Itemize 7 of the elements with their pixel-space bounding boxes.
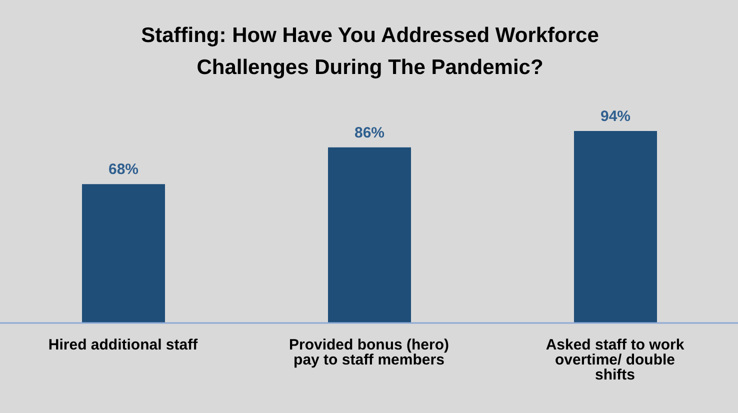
data-label: 68% <box>108 161 139 178</box>
x-tick-label: Hired additional staff <box>48 336 199 354</box>
x-tick-label: Asked staff to work overtime/ double shifts <box>546 336 685 384</box>
x-tick-label: Provided bonus (hero) pay to staff members <box>288 336 450 369</box>
data-label: 86% <box>354 124 385 142</box>
chart-title: Staffing: How Have You Addressed Workforce Challenges During The Pandemic? <box>140 23 600 81</box>
data-label: 94% <box>600 108 631 125</box>
